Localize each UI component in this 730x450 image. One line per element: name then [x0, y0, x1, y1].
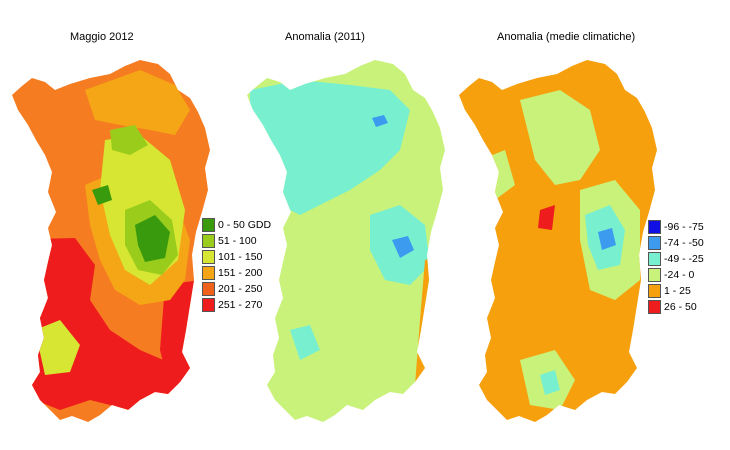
- legend-label: -96 - -75: [664, 221, 704, 233]
- map-anomalia-2011: [247, 60, 445, 422]
- zone-center-blue-spot: [598, 228, 616, 250]
- map-anomalia-medie: [459, 60, 657, 422]
- zone-south-cool: [290, 325, 320, 360]
- legend-swatch: [202, 250, 215, 264]
- legend-gdd: 0 - 50 GDD 51 - 100 101 - 150 151 - 200 201 …: [202, 217, 271, 313]
- legend-label: 51 - 100: [218, 235, 257, 247]
- legend-row: 201 - 250: [202, 281, 271, 297]
- zone-north-blue-spot: [372, 115, 388, 127]
- legend-label: 151 - 200: [218, 267, 263, 279]
- legend-row: -96 - -75: [648, 219, 704, 235]
- legend-swatch: [202, 234, 215, 248]
- zone-red-streak: [538, 205, 555, 230]
- zone-center-blue-spot: [392, 236, 414, 258]
- legend-label: 251 - 270: [218, 299, 263, 311]
- legend-row: 51 - 100: [202, 233, 271, 249]
- zone-north-cool: [250, 80, 410, 215]
- legend-label: 201 - 250: [218, 283, 263, 295]
- legend-row: 1 - 25: [648, 283, 704, 299]
- legend-row: -74 - -50: [648, 235, 704, 251]
- map-title-anomalia-2011: Anomalia (2011): [285, 31, 365, 43]
- legend-swatch: [202, 266, 215, 280]
- legend-swatch: [202, 218, 215, 232]
- legend-label: 1 - 25: [664, 285, 691, 297]
- legend-label: 101 - 150: [218, 251, 263, 263]
- zone-nw-peak: [92, 185, 112, 205]
- map-title-maggio-2012: Maggio 2012: [70, 31, 134, 43]
- map-maggio-2012: [12, 60, 210, 422]
- legend-label: -74 - -50: [664, 237, 704, 249]
- legend-swatch: [648, 220, 661, 234]
- legend-row: -49 - -25: [648, 251, 704, 267]
- legend-row: -24 - 0: [648, 267, 704, 283]
- legend-swatch: [202, 282, 215, 296]
- legend-row: 101 - 150: [202, 249, 271, 265]
- legend-label: 0 - 50 GDD: [218, 219, 272, 231]
- zone-south-cool: [540, 370, 560, 395]
- legend-row: 151 - 200: [202, 265, 271, 281]
- legend-swatch: [202, 298, 215, 312]
- legend-swatch: [648, 252, 661, 266]
- legend-swatch: [648, 268, 661, 282]
- zone-sw-hills: [35, 320, 80, 375]
- map-title-anomalia-medie: Anomalia (medie climatiche): [497, 31, 636, 43]
- legend-row: 251 - 270: [202, 297, 271, 313]
- legend-label: -24 - 0: [664, 269, 695, 281]
- legend-anomalia: -96 - -75 -74 - -50 -49 - -25 -24 - 0 1 - 25…: [648, 219, 704, 315]
- zone-summit: [135, 215, 170, 262]
- legend-row: 0 - 50 GDD: [202, 217, 271, 233]
- legend-swatch: [648, 284, 661, 298]
- legend-swatch: [648, 236, 661, 250]
- legend-label: -49 - -25: [664, 253, 704, 265]
- zone-north-coast: [85, 70, 190, 135]
- legend-swatch: [648, 300, 661, 314]
- legend-row: 26 - 50: [648, 299, 704, 315]
- zone-limbara: [110, 125, 148, 155]
- zone-north-mild: [520, 90, 600, 185]
- legend-label: 26 - 50: [664, 301, 697, 313]
- map-1-zones: [12, 70, 205, 410]
